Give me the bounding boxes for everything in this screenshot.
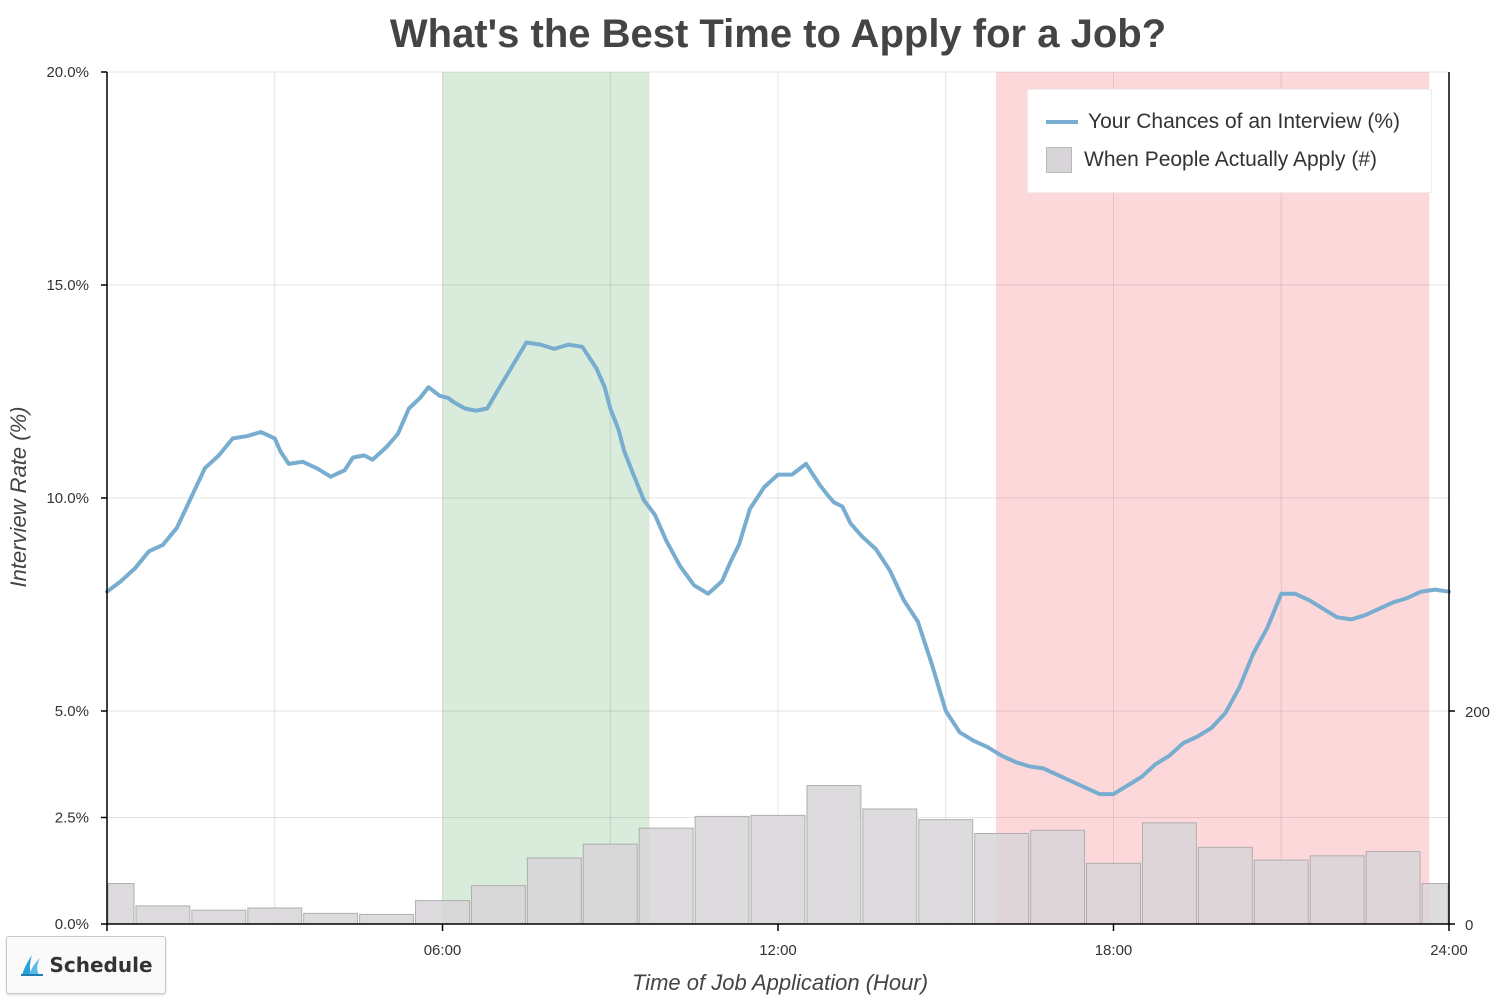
bar bbox=[918, 819, 974, 925]
legend-line-label: Your Chances of an Interview (%) bbox=[1088, 110, 1401, 133]
grid-lines bbox=[107, 71, 1449, 925]
chart-title: What's the Best Time to Apply for a Job? bbox=[389, 12, 1167, 56]
bar bbox=[247, 907, 303, 925]
bar bbox=[806, 785, 862, 925]
x-axis-label: Time of Job Application (Hour) bbox=[632, 970, 928, 995]
tick-labels: 0.0% 2.5% 5.0% 10.0% 15.0% 20.0% 0 200 06:00 12:0… bbox=[46, 64, 1490, 959]
bar bbox=[1141, 822, 1197, 925]
bar bbox=[303, 912, 359, 925]
x-tick-label: 18:00 bbox=[1095, 942, 1133, 959]
bar-series bbox=[107, 785, 1449, 925]
schedule-label: Schedule bbox=[49, 953, 153, 977]
bar bbox=[1365, 851, 1421, 925]
legend: Your Chances of an Interview (%) When Pe… bbox=[1027, 89, 1432, 193]
legend-bar-swatch bbox=[1046, 147, 1072, 173]
bar bbox=[1030, 829, 1086, 925]
bar bbox=[526, 857, 582, 925]
y-axis-label: Interview Rate (%) bbox=[6, 407, 31, 588]
bar bbox=[1309, 855, 1365, 925]
axes bbox=[101, 71, 1455, 931]
x-tick-label: 12:00 bbox=[759, 942, 797, 959]
legend-line-swatch bbox=[1046, 120, 1078, 124]
bar bbox=[974, 832, 1030, 925]
bar bbox=[862, 808, 918, 925]
bar bbox=[750, 814, 806, 925]
highlight-band-0 bbox=[442, 72, 650, 924]
y2-tick-label: 200 bbox=[1465, 704, 1490, 721]
bar bbox=[1197, 846, 1253, 925]
bar bbox=[1086, 862, 1141, 925]
legend-item-bar[interactable]: When People Actually Apply (#) bbox=[1046, 147, 1377, 173]
bar bbox=[638, 827, 694, 925]
y-tick-label: 20.0% bbox=[46, 64, 89, 81]
bar bbox=[694, 815, 750, 925]
highlight-band-1 bbox=[996, 72, 1430, 924]
bar bbox=[1421, 883, 1449, 925]
y-tick-label: 2.5% bbox=[55, 810, 89, 827]
schedule-logo-icon bbox=[21, 955, 44, 976]
schedule-button[interactable]: Schedule bbox=[6, 936, 166, 994]
y-tick-label: 10.0% bbox=[46, 490, 89, 507]
bar bbox=[359, 913, 415, 925]
y2-tick-label: 0 bbox=[1465, 917, 1473, 934]
bar bbox=[415, 900, 470, 925]
bar bbox=[1253, 859, 1309, 925]
bar bbox=[135, 905, 191, 925]
bar bbox=[582, 843, 638, 925]
y-tick-label: 0.0% bbox=[55, 916, 89, 933]
bar bbox=[470, 885, 526, 925]
legend-bar-label: When People Actually Apply (#) bbox=[1084, 148, 1377, 171]
bar bbox=[191, 909, 247, 925]
x-tick-label: 24:00 bbox=[1430, 942, 1468, 959]
highlight-bands bbox=[442, 72, 1430, 924]
line-series bbox=[105, 340, 1451, 797]
legend-item-line[interactable]: Your Chances of an Interview (%) bbox=[1046, 110, 1400, 134]
y-tick-label: 5.0% bbox=[55, 703, 89, 720]
interview-rate-line bbox=[105, 340, 1451, 797]
y-tick-label: 15.0% bbox=[46, 277, 89, 294]
bar bbox=[107, 883, 135, 925]
x-tick-label: 06:00 bbox=[424, 942, 462, 959]
